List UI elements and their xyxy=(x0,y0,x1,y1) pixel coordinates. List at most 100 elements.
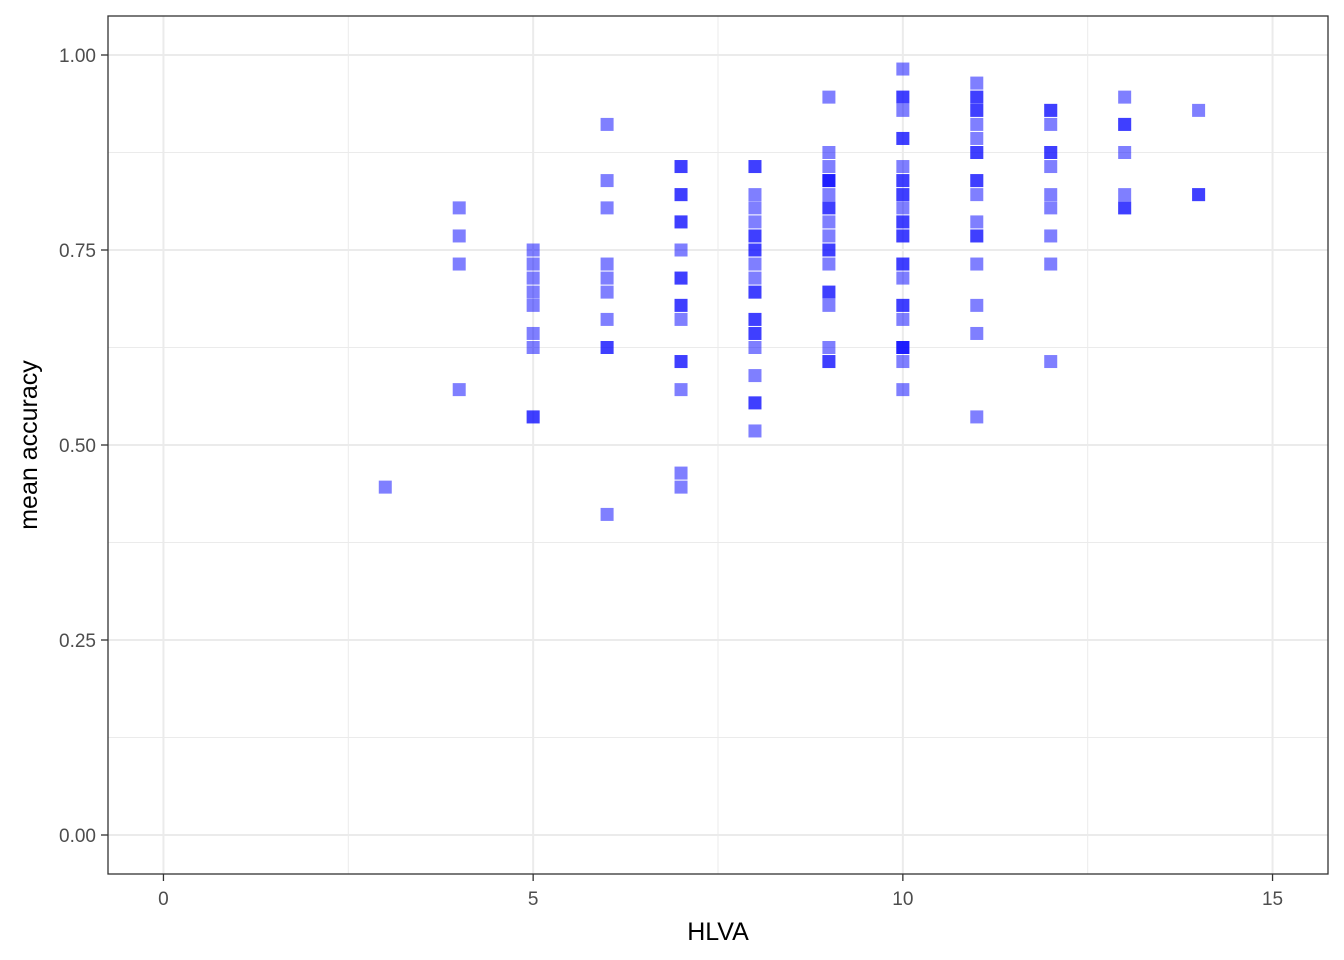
data-point xyxy=(1044,229,1058,243)
data-point xyxy=(600,285,614,299)
data-point xyxy=(748,312,762,326)
data-point xyxy=(822,174,836,188)
data-point xyxy=(970,76,984,90)
data-point xyxy=(1118,146,1132,159)
data-point xyxy=(748,229,762,243)
data-point xyxy=(822,215,836,229)
x-tick-label: 10 xyxy=(892,889,913,910)
data-point xyxy=(748,424,762,438)
data-point xyxy=(822,355,836,369)
major-gridlines xyxy=(108,16,1328,874)
data-point xyxy=(970,298,984,312)
data-point xyxy=(1192,188,1206,202)
data-point xyxy=(526,326,540,340)
data-point xyxy=(674,480,688,494)
data-point xyxy=(970,257,984,271)
data-point xyxy=(526,271,540,285)
data-point xyxy=(452,383,466,397)
data-point xyxy=(600,312,614,326)
data-point xyxy=(748,369,762,383)
data-point xyxy=(378,480,392,494)
data-point xyxy=(822,341,836,354)
x-axis-title: HLVA xyxy=(687,918,749,946)
data-point xyxy=(822,160,836,174)
data-point xyxy=(822,298,836,312)
data-point xyxy=(1044,201,1058,215)
data-point xyxy=(600,271,614,285)
data-point xyxy=(896,355,910,369)
data-point xyxy=(1044,257,1058,271)
data-point xyxy=(896,131,910,145)
data-point xyxy=(600,507,614,521)
data-point xyxy=(600,341,614,354)
data-point xyxy=(896,160,910,174)
data-point xyxy=(674,215,688,229)
data-point xyxy=(970,131,984,145)
data-point xyxy=(748,341,762,354)
data-point xyxy=(1118,90,1132,104)
data-point xyxy=(600,257,614,271)
data-point xyxy=(1192,103,1206,117)
data-point xyxy=(748,201,762,215)
data-point xyxy=(526,257,540,271)
data-point xyxy=(822,146,836,159)
data-point xyxy=(1044,103,1058,117)
data-point xyxy=(452,201,466,215)
data-point xyxy=(896,312,910,326)
data-point xyxy=(970,146,984,159)
data-point xyxy=(1044,188,1058,202)
data-point xyxy=(748,257,762,271)
data-point xyxy=(896,103,910,117)
data-point xyxy=(674,188,688,202)
data-point xyxy=(970,215,984,229)
data-point xyxy=(896,383,910,397)
data-point xyxy=(896,271,910,285)
data-point xyxy=(970,326,984,340)
data-point xyxy=(1044,160,1058,174)
y-axis-ticks: 0.00 0.25 0.50 0.75 1.00 xyxy=(59,46,108,847)
data-point xyxy=(970,174,984,188)
data-point xyxy=(822,243,836,257)
y-axis-title: mean accuracy xyxy=(15,360,43,530)
data-point xyxy=(970,103,984,117)
y-tick-label: 0.75 xyxy=(59,241,96,262)
data-point xyxy=(1118,188,1132,202)
y-tick-label: 0.25 xyxy=(59,631,96,652)
data-point xyxy=(674,271,688,285)
data-point xyxy=(896,341,910,354)
data-point xyxy=(674,383,688,397)
data-point xyxy=(526,298,540,312)
data-point xyxy=(674,243,688,257)
data-point xyxy=(1118,117,1132,131)
data-point xyxy=(674,466,688,480)
x-tick-label: 15 xyxy=(1262,889,1283,910)
data-point xyxy=(1044,355,1058,369)
data-point xyxy=(526,341,540,354)
data-point xyxy=(674,355,688,369)
x-axis-ticks: 0 5 10 15 xyxy=(158,874,1283,910)
data-point xyxy=(896,215,910,229)
y-tick-label: 1.00 xyxy=(59,46,96,67)
data-point xyxy=(896,90,910,104)
data-point xyxy=(748,396,762,410)
data-point xyxy=(600,201,614,215)
data-point xyxy=(748,271,762,285)
data-point xyxy=(674,160,688,174)
data-point xyxy=(600,117,614,131)
data-point xyxy=(674,312,688,326)
data-point xyxy=(1044,117,1058,131)
data-point xyxy=(896,174,910,188)
data-point xyxy=(896,257,910,271)
y-tick-label: 0.00 xyxy=(59,826,96,847)
data-point xyxy=(822,285,836,299)
data-point xyxy=(600,174,614,188)
data-point xyxy=(748,243,762,257)
data-point xyxy=(970,117,984,131)
data-point xyxy=(970,188,984,202)
x-tick-label: 0 xyxy=(158,889,169,910)
data-points xyxy=(378,62,1206,521)
data-point xyxy=(970,229,984,243)
data-point xyxy=(748,160,762,174)
data-point xyxy=(970,90,984,104)
